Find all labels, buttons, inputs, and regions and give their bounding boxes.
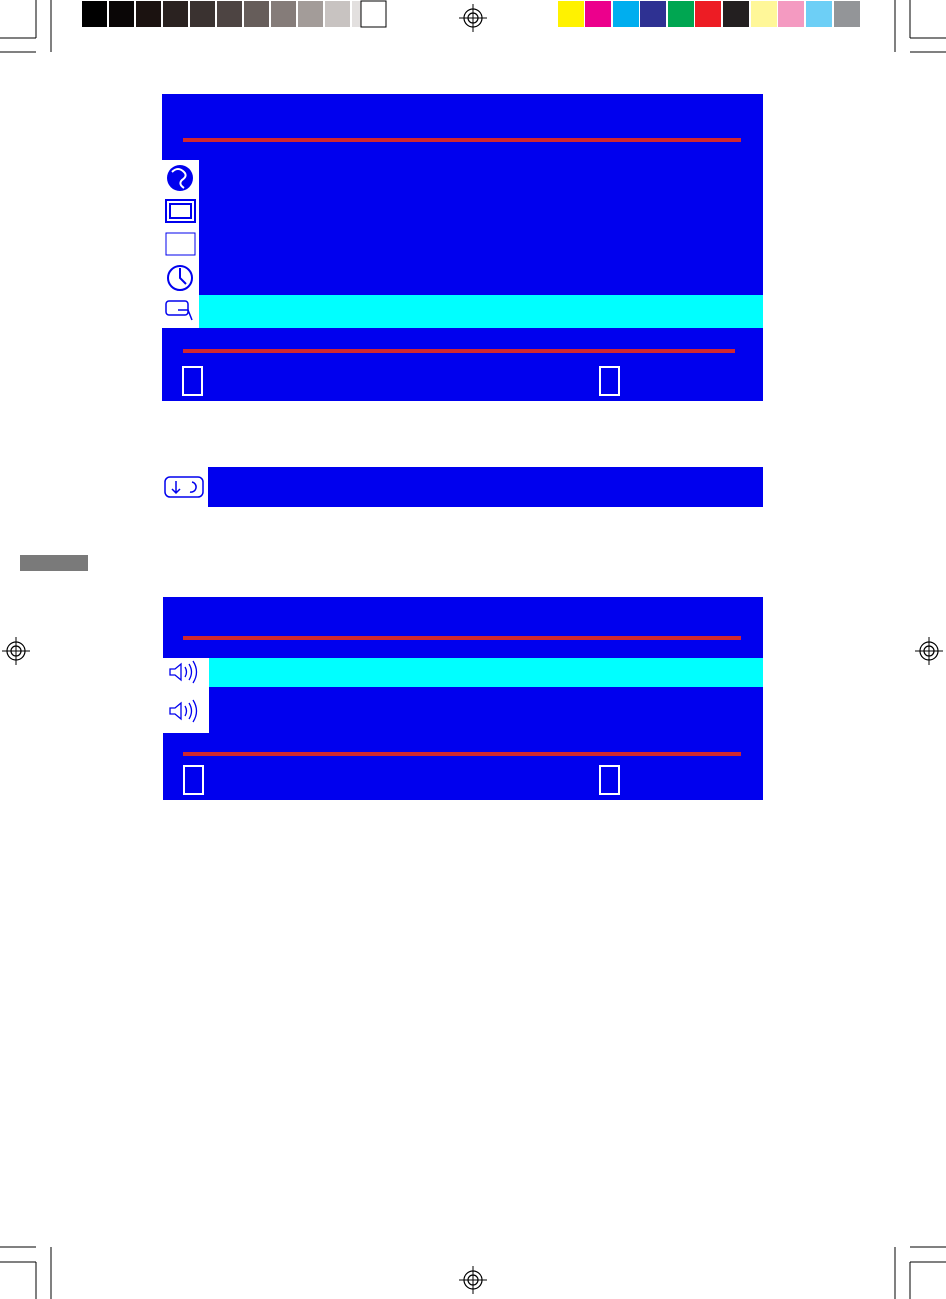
- menu-panel: [162, 94, 763, 401]
- registration-mark: [458, 3, 488, 33]
- reset-bar: [162, 467, 763, 507]
- registration-mark: [1, 636, 31, 666]
- color-bar: [558, 1, 860, 27]
- registration-mark: [914, 636, 944, 666]
- grayscale-bar: [82, 0, 387, 28]
- sound-panel: [163, 597, 763, 800]
- registration-mark: [458, 1265, 488, 1295]
- section-tab: [20, 555, 88, 571]
